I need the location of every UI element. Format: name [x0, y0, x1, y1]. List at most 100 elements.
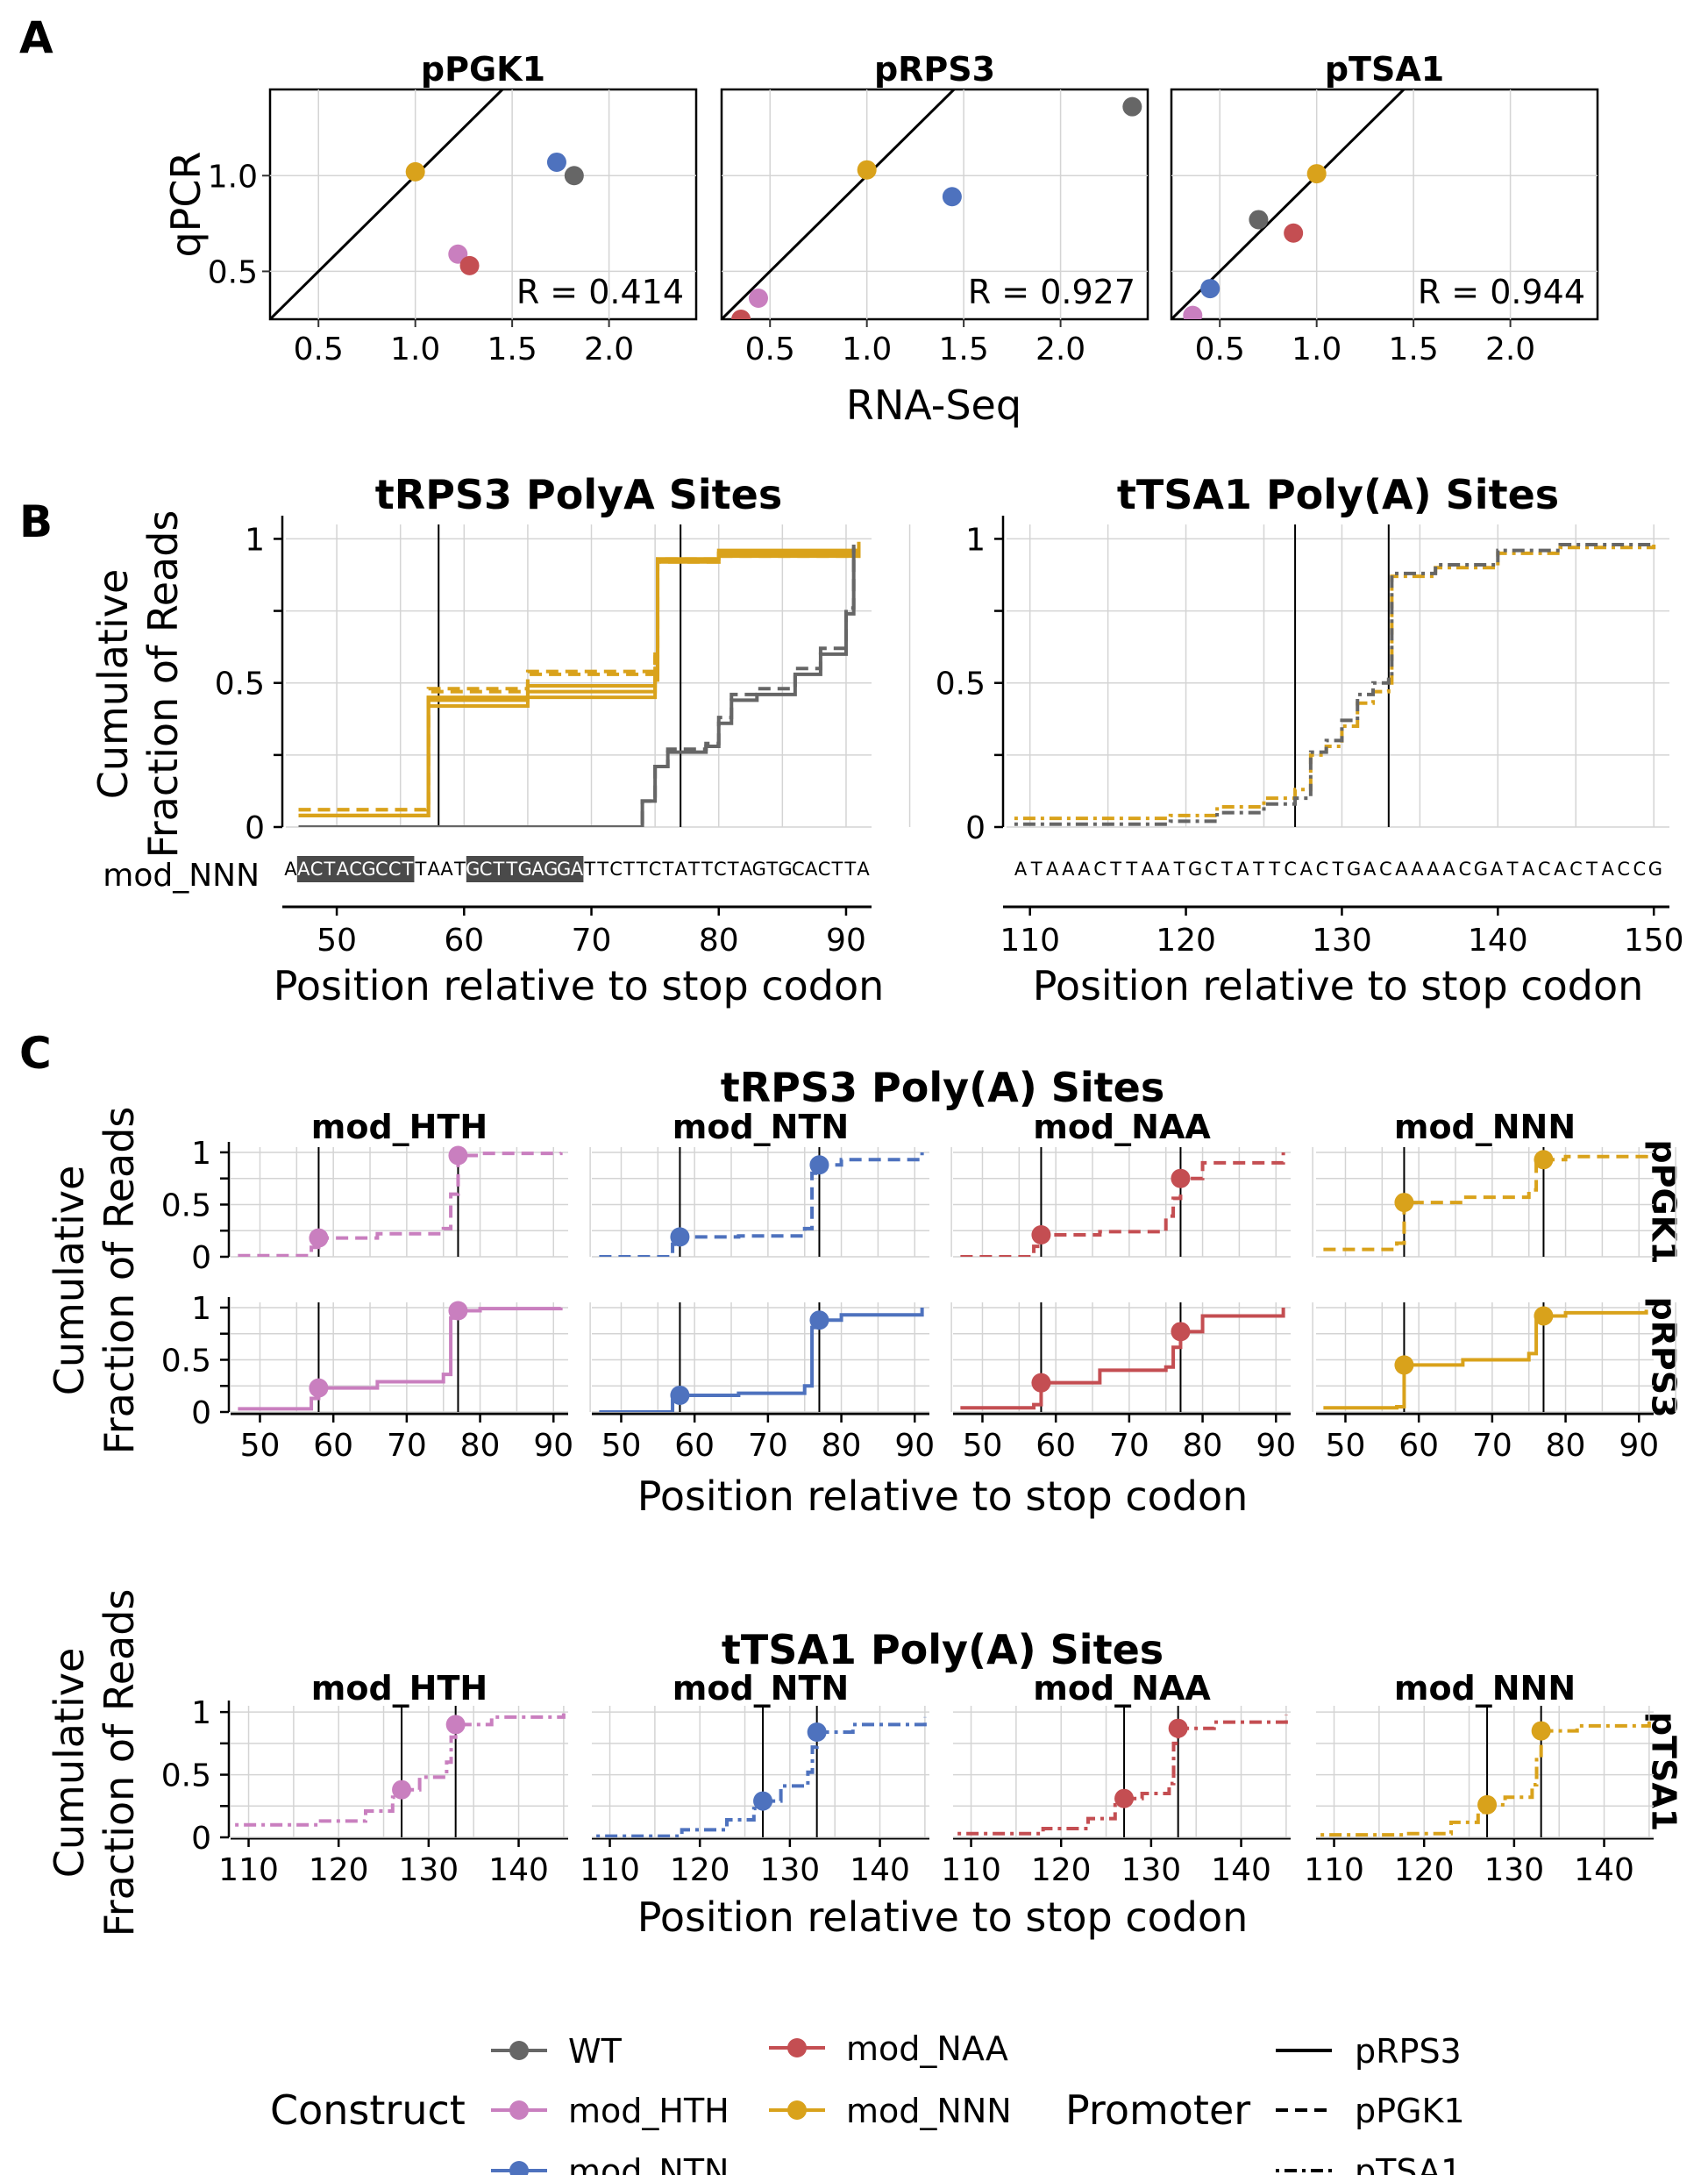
- curve-layer: [235, 1713, 566, 1827]
- site-dot: [1477, 1794, 1498, 1815]
- x-tick-label: 1.5: [939, 332, 989, 367]
- sequence-base: G: [544, 859, 558, 880]
- y-tick-label: 0.5: [208, 254, 258, 290]
- y-tick-label: 0.5: [215, 667, 265, 702]
- curve-layer: [298, 541, 861, 827]
- scatter-point-wt: [1122, 96, 1142, 117]
- site-dot: [807, 1722, 827, 1742]
- x-tick-label: 1.0: [842, 332, 892, 367]
- site-dot: [392, 1779, 412, 1800]
- panel-c-4: tTSA1 Poly(A) Sites mod_HTH mod_NTN mod_NAA…: [46, 1589, 1683, 1941]
- legend-promoter-label: pTSA1: [1355, 2152, 1462, 2175]
- identity-line: [1171, 89, 1406, 319]
- site-dot: [1168, 1718, 1188, 1738]
- sequence-base: G: [517, 859, 531, 880]
- sequence-base: T: [1252, 859, 1264, 880]
- sequence-base: A: [1427, 859, 1440, 880]
- site-dot: [309, 1228, 329, 1248]
- sequence-base: G: [557, 859, 571, 880]
- sequence-base: A: [1491, 859, 1504, 880]
- y-tick-label: 0: [965, 810, 986, 846]
- x-tick-label: 50: [317, 923, 357, 959]
- cumulative-curve: [1323, 1153, 1648, 1252]
- y-tick-label: 1: [965, 522, 986, 558]
- x-tick-label: 80: [1183, 1428, 1223, 1464]
- facet-title: pPGK1: [421, 50, 545, 89]
- scatter-point-mod-hth: [1183, 305, 1203, 319]
- curve-layer: [596, 1716, 927, 1837]
- y-tick-label: 0.5: [161, 1758, 211, 1794]
- facet-column-label: mod_NNN: [1394, 1108, 1576, 1146]
- site-dot: [1394, 1355, 1414, 1375]
- site-dot: [1534, 1150, 1554, 1170]
- panel-letter-b: B: [19, 496, 53, 547]
- sequence-base: C: [792, 859, 805, 880]
- sequence-base: C: [1205, 859, 1218, 880]
- legend-key-wt: WT: [491, 2032, 623, 2071]
- curve-layer: [957, 1715, 1288, 1836]
- site-dot: [753, 1791, 773, 1811]
- facet-column-label: mod_HTH: [311, 1108, 487, 1146]
- sequence-base: A: [531, 859, 544, 880]
- scatter-facet-prps3: pRPS3 R = 0.927 0.5 1.0 1.5 2.0: [720, 50, 1149, 367]
- x-tick-label: 70: [572, 923, 612, 959]
- sequence-base: G: [361, 859, 375, 880]
- facet-border: [268, 88, 698, 321]
- identity-line: [270, 89, 505, 319]
- y-tick-label: 1: [191, 1136, 211, 1172]
- sequence-base: T: [701, 859, 713, 880]
- facet-column-label: mod_NAA: [1033, 1108, 1211, 1146]
- legend-promoter-label: pRPS3: [1355, 2032, 1462, 2071]
- x-tick-label: 150: [1624, 923, 1684, 959]
- x-tick-label: 60: [1398, 1428, 1439, 1464]
- sequence-base: T: [765, 859, 778, 880]
- x-tick-label: 140: [1468, 923, 1528, 959]
- sequence-base: A: [1601, 859, 1614, 880]
- sequence-base: G: [752, 859, 766, 880]
- sequence-base: T: [493, 859, 505, 880]
- cumulative-curve: [960, 1152, 1285, 1257]
- sequence-base: A: [1442, 859, 1455, 880]
- identity-layer: [722, 89, 1142, 319]
- facet-mod-hth-3-1-0: [231, 1301, 591, 1413]
- legend-key-dot: [509, 2041, 529, 2060]
- legend-key-dot: [509, 2100, 529, 2120]
- legend-promoter-label: pPGK1: [1355, 2092, 1465, 2130]
- legend-key-dot: [787, 2038, 807, 2057]
- sequence-base: T: [727, 859, 739, 880]
- x-tick-label: 70: [1109, 1428, 1149, 1464]
- site-dot: [445, 1715, 466, 1735]
- curve-layer: [960, 1307, 1285, 1410]
- facet-mod-nnn-3-1-3: [1316, 1302, 1676, 1413]
- x-tick-label: 110: [1304, 1852, 1364, 1888]
- cumulative-curve: [599, 1152, 924, 1257]
- curve-layer: [599, 1152, 924, 1257]
- sequence-base: A: [440, 859, 453, 880]
- sequence-base: A: [1157, 859, 1171, 880]
- sequence-base: C: [1316, 859, 1329, 880]
- cumulative-curve-wt: [298, 547, 856, 827]
- x-tick-label: 130: [760, 1852, 821, 1888]
- curve-layer: [960, 1152, 1285, 1257]
- sequence-base: T: [687, 859, 700, 880]
- x-tick-label: 140: [1211, 1852, 1271, 1888]
- x-tick-label: 1.0: [390, 332, 440, 367]
- y-tick-label: 0: [191, 1395, 211, 1431]
- site-dot: [448, 1145, 468, 1166]
- y-tick-label: 1: [245, 522, 265, 558]
- y-axis-label: qPCR: [162, 151, 210, 257]
- sequence-base: C: [1569, 859, 1583, 880]
- x-tick-label: 120: [1394, 1852, 1455, 1888]
- sequence-base: C: [818, 859, 831, 880]
- sequence-base: T: [1030, 859, 1043, 880]
- facet-border: [720, 88, 1149, 321]
- sequence-base: C: [1458, 859, 1471, 880]
- x-tick-label: 140: [1574, 1852, 1634, 1888]
- x-tick-label: 140: [850, 1852, 910, 1888]
- legend-promoter-title: Promoter: [1065, 2086, 1250, 2134]
- sequence-base: A: [805, 859, 818, 880]
- site-dot: [809, 1155, 829, 1175]
- sequence-base: A: [1395, 859, 1408, 880]
- x-tick-label: 2.0: [1035, 332, 1085, 367]
